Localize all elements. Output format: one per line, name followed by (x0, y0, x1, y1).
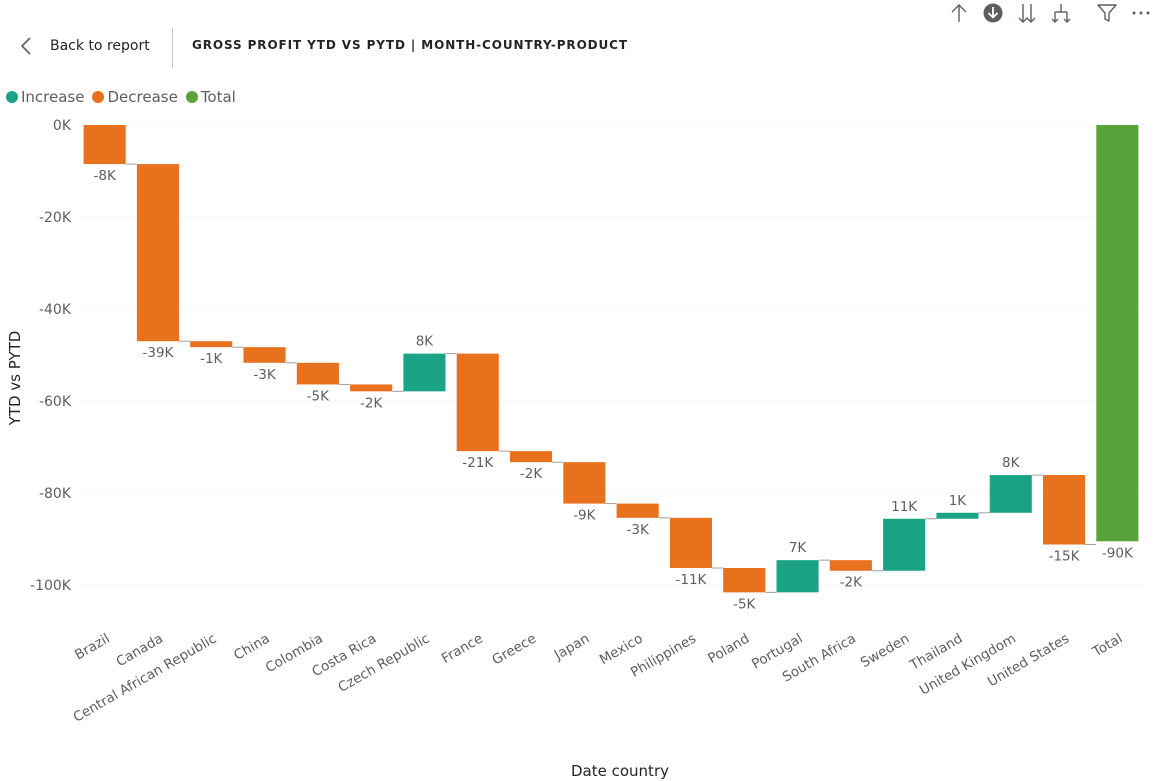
data-label: 7K (789, 540, 808, 556)
bar-thailand[interactable] (936, 512, 979, 519)
bar-china[interactable] (243, 347, 286, 363)
y-tick-label: -100K (30, 578, 72, 594)
y-tick-label: -80K (39, 486, 72, 502)
legend-item-total[interactable]: Total (185, 88, 236, 106)
bar-brazil[interactable] (83, 125, 126, 165)
chart-legend: Increase Decrease Total (6, 88, 244, 106)
more-options-icon[interactable] (1130, 2, 1152, 24)
x-tick-label: Japan (551, 631, 592, 664)
x-tick-label: Sweden (858, 631, 912, 672)
bar-colombia[interactable] (296, 362, 339, 385)
x-tick-label: Czech Republic (335, 631, 432, 696)
bar-mexico[interactable] (616, 503, 659, 518)
bar-portugal[interactable] (776, 560, 819, 593)
bar-france[interactable] (456, 353, 499, 452)
visual-title: GROSS PROFIT YTD VS PYTD | MONTH-COUNTRY… (192, 38, 628, 52)
x-tick-label: Poland (705, 631, 752, 667)
data-label: -21K (462, 455, 494, 471)
expand-hierarchy-icon[interactable] (1050, 2, 1072, 24)
legend-label-total: Total (200, 88, 236, 106)
y-tick-label: 0K (53, 118, 72, 134)
data-label: -9K (573, 508, 596, 524)
bar-total[interactable] (1096, 125, 1139, 542)
visual-toolbar (936, 2, 1152, 24)
x-axis-title: Date country (571, 762, 669, 780)
bar-czech-republic[interactable] (403, 353, 446, 392)
data-label: -3K (253, 367, 276, 383)
data-label: -2K (840, 575, 863, 591)
data-label: -5K (307, 388, 330, 404)
data-label: -2K (520, 466, 543, 482)
filter-icon[interactable] (1096, 2, 1118, 24)
legend-item-decrease[interactable]: Decrease (92, 88, 178, 106)
y-tick-label: -40K (39, 302, 72, 318)
bar-united-states[interactable] (1042, 475, 1086, 545)
bar-philippines[interactable] (669, 517, 713, 568)
expand-all-icon[interactable] (1016, 2, 1038, 24)
data-label: -2K (360, 395, 383, 411)
drill-down-circle-icon[interactable] (982, 2, 1004, 24)
bar-costa-rica[interactable] (350, 384, 393, 392)
bar-poland[interactable] (723, 567, 766, 593)
header-divider (172, 28, 173, 68)
x-tick-label: France (439, 631, 486, 667)
legend-dot-total (185, 91, 198, 103)
visual-header: Back to report GROSS PROFIT YTD VS PYTD … (0, 0, 1158, 80)
bar-canada[interactable] (136, 164, 180, 342)
data-label: -15K (1049, 549, 1081, 565)
data-label: -5K (733, 596, 756, 612)
data-label: -39K (142, 345, 174, 361)
arrow-up-icon[interactable] (948, 2, 970, 24)
data-label: -90K (1102, 545, 1134, 561)
data-label: 8K (1002, 455, 1021, 471)
data-label: -3K (626, 522, 649, 538)
data-label: 11K (891, 499, 918, 515)
x-tick-label: Greece (489, 631, 539, 669)
back-to-report-button[interactable]: Back to report (16, 32, 150, 60)
chevron-left-icon (20, 37, 31, 55)
y-tick-label: -60K (39, 394, 72, 410)
data-label: -8K (93, 168, 116, 184)
back-to-report-label: Back to report (50, 38, 150, 54)
bar-sweden[interactable] (883, 518, 926, 571)
legend-item-increase[interactable]: Increase (6, 88, 84, 106)
x-tick-label: Total (1089, 631, 1125, 661)
y-axis-title: YTD vs PYTD (6, 331, 24, 427)
bar-central-african-republic[interactable] (190, 341, 233, 348)
x-tick-label: China (231, 631, 272, 664)
data-label: 8K (416, 334, 435, 350)
y-tick-label: -20K (39, 210, 72, 226)
bar-united-kingdom[interactable] (989, 475, 1032, 513)
data-label: -11K (675, 572, 707, 588)
data-label: 1K (949, 493, 968, 509)
legend-label-increase: Increase (21, 88, 85, 106)
legend-dot-decrease (92, 91, 105, 103)
bar-south-africa[interactable] (829, 560, 872, 571)
x-tick-label: Brazil (72, 631, 113, 664)
data-label: -1K (200, 351, 223, 367)
legend-label-decrease: Decrease (107, 88, 178, 106)
legend-dot-increase (6, 91, 18, 103)
bar-greece[interactable] (509, 451, 553, 463)
bar-japan[interactable] (563, 462, 606, 504)
